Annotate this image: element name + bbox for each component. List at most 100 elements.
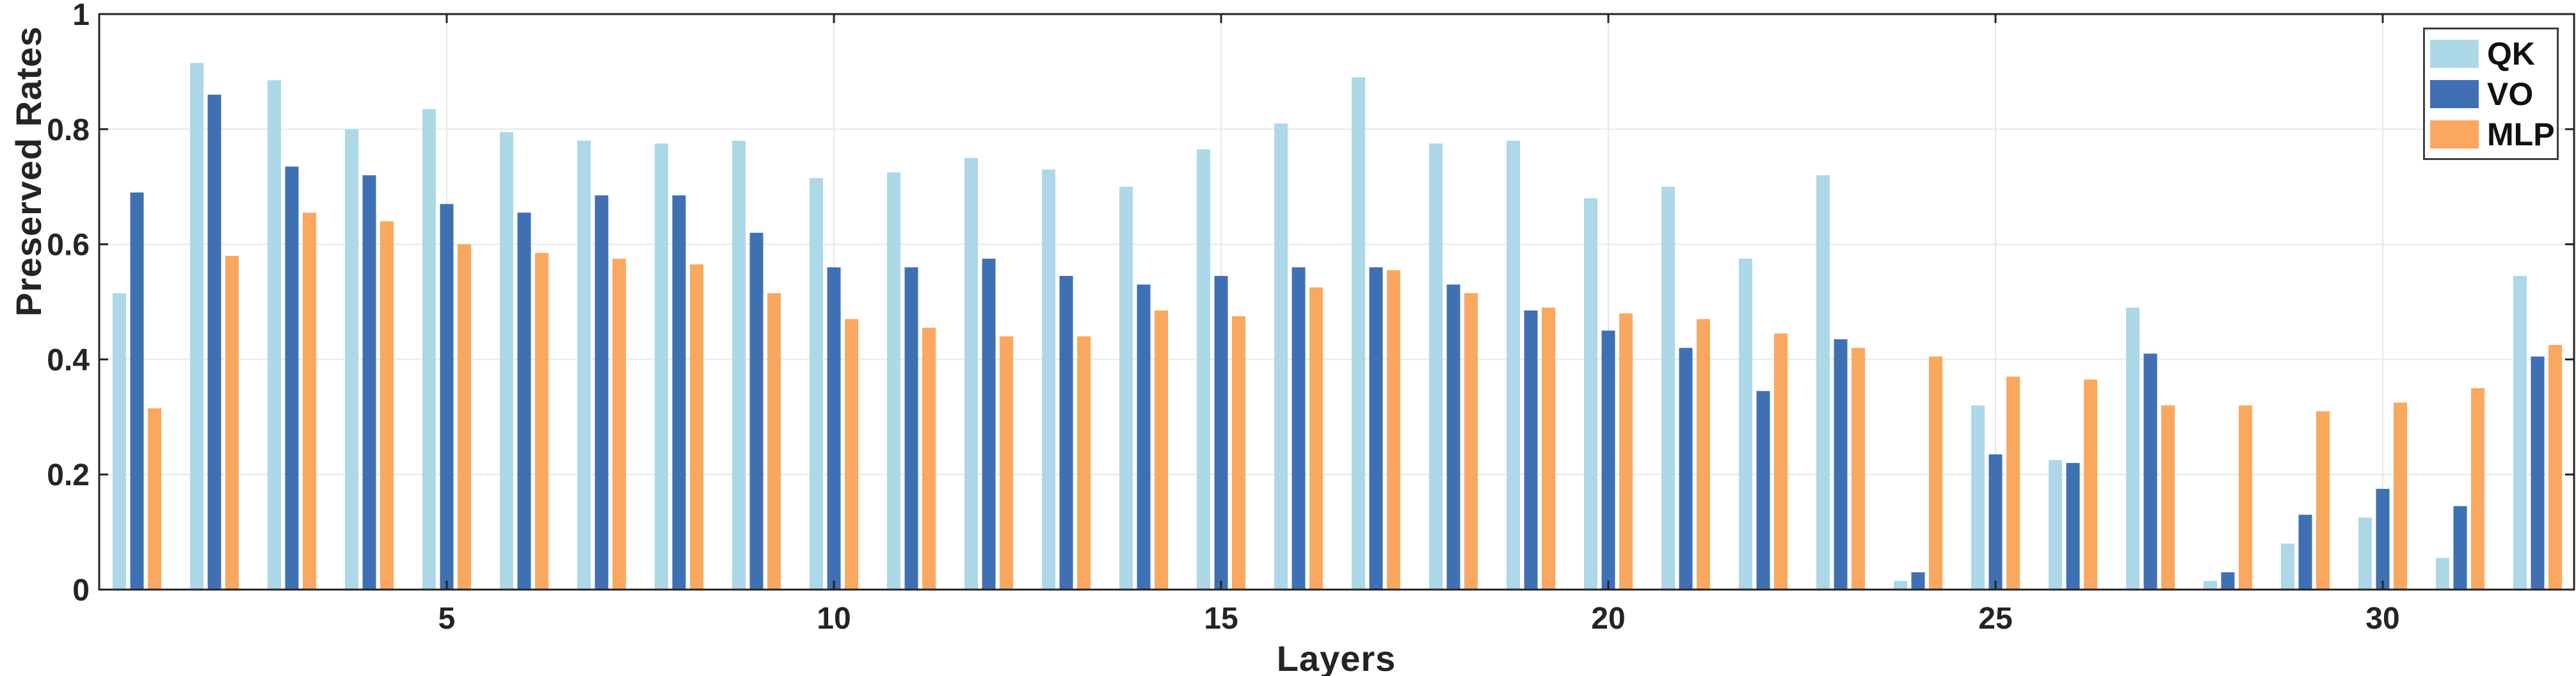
bar-vo-layer-27 bbox=[2143, 353, 2157, 590]
bar-mlp-layer-4 bbox=[380, 221, 394, 590]
bar-qk-layer-32 bbox=[2513, 276, 2527, 590]
bar-mlp-layer-24 bbox=[1929, 356, 1942, 590]
bar-vo-layer-10 bbox=[827, 267, 841, 590]
bar-vo-layer-17 bbox=[1369, 267, 1383, 590]
bar-vo-layer-9 bbox=[749, 232, 764, 590]
bar-qk-layer-21 bbox=[1661, 186, 1675, 590]
x-tick-label: 5 bbox=[438, 602, 456, 636]
bar-mlp-layer-3 bbox=[303, 213, 316, 590]
bar-vo-layer-30 bbox=[2376, 488, 2390, 590]
legend-item-qk: QK bbox=[2430, 38, 2557, 70]
bar-mlp-layer-22 bbox=[1774, 333, 1788, 590]
bar-vo-layer-31 bbox=[2453, 506, 2467, 590]
bar-mlp-layer-18 bbox=[1464, 293, 1478, 590]
bar-mlp-layer-25 bbox=[2006, 376, 2020, 590]
bar-vo-layer-16 bbox=[1292, 267, 1306, 590]
bar-vo-layer-18 bbox=[1446, 284, 1460, 590]
legend-label-qk: QK bbox=[2487, 35, 2535, 72]
bar-vo-layer-29 bbox=[2298, 515, 2312, 590]
bar-vo-layer-21 bbox=[1679, 348, 1693, 590]
bar-qk-layer-6 bbox=[500, 132, 513, 590]
x-tick-label: 20 bbox=[1591, 602, 1625, 636]
y-axis-title: Preserved Rates bbox=[8, 26, 49, 317]
bar-vo-layer-1 bbox=[130, 192, 144, 590]
bar-qk-layer-4 bbox=[345, 129, 358, 590]
bar-qk-layer-3 bbox=[268, 80, 281, 590]
y-tick-label: 0.4 bbox=[47, 343, 90, 377]
bar-vo-layer-11 bbox=[904, 267, 918, 590]
bar-qk-layer-31 bbox=[2436, 558, 2449, 590]
bar-qk-layer-20 bbox=[1584, 198, 1597, 590]
bar-mlp-layer-12 bbox=[1000, 336, 1013, 590]
y-tick-label: 0.2 bbox=[47, 458, 90, 492]
bar-mlp-layer-16 bbox=[1309, 287, 1323, 590]
bar-mlp-layer-2 bbox=[225, 255, 239, 590]
bar-vo-layer-14 bbox=[1137, 284, 1151, 590]
bar-qk-layer-23 bbox=[1816, 175, 1830, 590]
bar-vo-layer-25 bbox=[1988, 454, 2003, 590]
legend-item-vo: VO bbox=[2430, 78, 2557, 110]
bar-qk-layer-5 bbox=[422, 109, 436, 590]
bar-mlp-layer-31 bbox=[2471, 388, 2484, 590]
bar-vo-layer-22 bbox=[1756, 390, 1770, 590]
y-tick-label: 1 bbox=[72, 0, 90, 32]
bar-mlp-layer-27 bbox=[2161, 405, 2175, 590]
y-tick-label: 0 bbox=[72, 574, 90, 608]
bar-qk-layer-18 bbox=[1429, 143, 1443, 590]
bar-vo-layer-6 bbox=[517, 213, 531, 590]
bar-qk-layer-19 bbox=[1507, 140, 1520, 590]
bar-qk-layer-30 bbox=[2358, 517, 2372, 590]
bar-mlp-layer-21 bbox=[1697, 319, 1710, 590]
bar-mlp-layer-32 bbox=[2548, 344, 2562, 590]
legend-label-vo: VO bbox=[2487, 76, 2534, 112]
bar-qk-layer-26 bbox=[2049, 460, 2062, 590]
bar-mlp-layer-14 bbox=[1155, 310, 1168, 590]
legend-swatch-qk bbox=[2430, 39, 2479, 68]
bar-vo-layer-19 bbox=[1524, 310, 1538, 590]
bar-qk-layer-2 bbox=[190, 63, 204, 590]
bar-mlp-layer-9 bbox=[767, 293, 781, 590]
bar-qk-layer-28 bbox=[2204, 581, 2217, 590]
bar-mlp-layer-5 bbox=[458, 244, 471, 590]
legend-swatch-vo bbox=[2430, 79, 2479, 108]
bar-vo-layer-12 bbox=[982, 259, 996, 590]
bar-mlp-layer-11 bbox=[922, 327, 936, 590]
bar-vo-layer-5 bbox=[440, 204, 454, 590]
bar-vo-layer-26 bbox=[2066, 463, 2080, 590]
bar-vo-layer-2 bbox=[207, 94, 221, 590]
bar-vo-layer-7 bbox=[595, 195, 609, 590]
bar-mlp-layer-29 bbox=[2316, 411, 2330, 590]
bar-mlp-layer-13 bbox=[1077, 336, 1091, 590]
x-tick-label: 30 bbox=[2365, 602, 2399, 636]
bar-vo-layer-23 bbox=[1834, 339, 1848, 590]
legend-item-mlp: MLP bbox=[2430, 118, 2557, 150]
legend-label-mlp: MLP bbox=[2487, 116, 2555, 152]
bar-mlp-layer-7 bbox=[612, 259, 626, 590]
plot-box bbox=[98, 13, 2575, 591]
x-axis-title: Layers bbox=[1276, 638, 1396, 676]
bar-qk-layer-16 bbox=[1274, 123, 1288, 590]
bar-qk-layer-11 bbox=[887, 172, 900, 590]
x-tick-label: 10 bbox=[817, 602, 851, 636]
bar-qk-layer-9 bbox=[732, 140, 746, 590]
bar-qk-layer-12 bbox=[964, 157, 978, 590]
bar-mlp-layer-1 bbox=[148, 408, 161, 590]
bar-qk-layer-7 bbox=[577, 140, 591, 590]
bar-mlp-layer-10 bbox=[845, 319, 858, 590]
bar-qk-layer-1 bbox=[113, 293, 126, 590]
bar-vo-layer-15 bbox=[1214, 276, 1228, 590]
bar-vo-layer-8 bbox=[672, 195, 686, 590]
legend: QK VO MLP bbox=[2423, 28, 2559, 160]
bar-mlp-layer-19 bbox=[1542, 307, 1555, 590]
bar-qk-layer-8 bbox=[655, 143, 668, 590]
bar-vo-layer-4 bbox=[362, 175, 376, 590]
bar-vo-layer-13 bbox=[1059, 276, 1073, 590]
bar-qk-layer-17 bbox=[1352, 77, 1365, 590]
bar-mlp-layer-15 bbox=[1232, 316, 1245, 590]
bar-vo-layer-24 bbox=[1911, 572, 1925, 590]
bar-qk-layer-22 bbox=[1739, 259, 1752, 590]
bar-mlp-layer-26 bbox=[2084, 379, 2097, 590]
bar-mlp-layer-8 bbox=[690, 264, 703, 590]
